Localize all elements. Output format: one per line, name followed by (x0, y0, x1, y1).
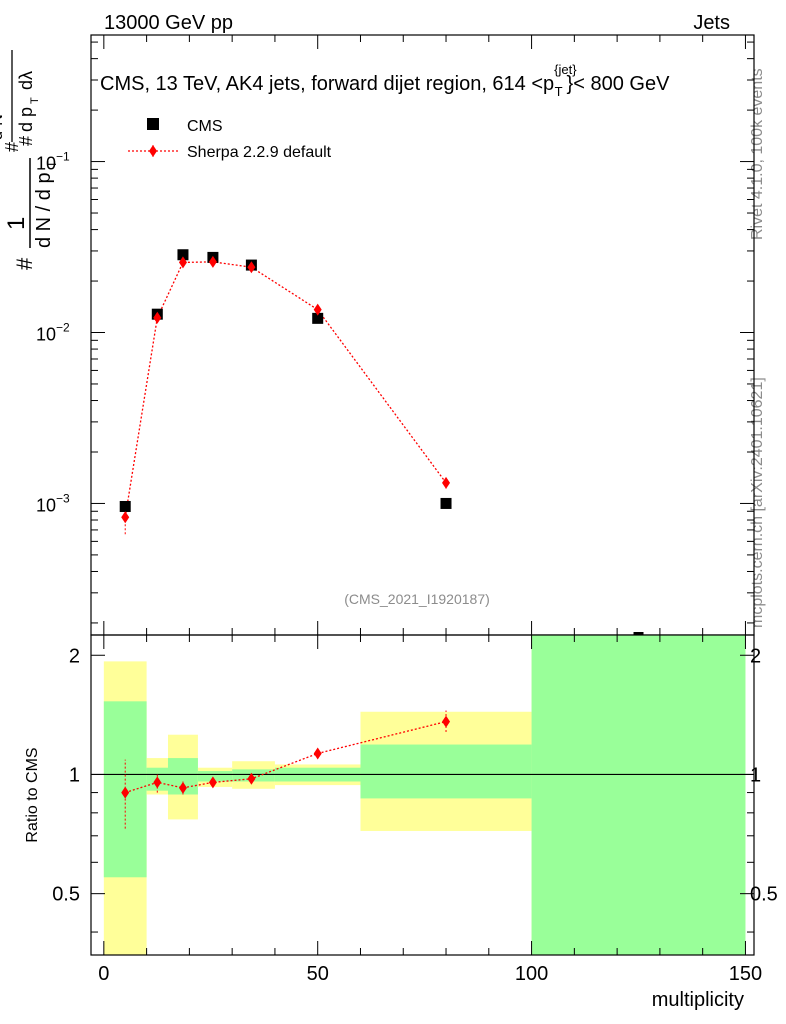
sherpa-point (313, 303, 322, 316)
ratio-y-tick-label: 1 (69, 764, 80, 786)
tick-exp: −2 (56, 321, 70, 335)
ylabel-t-sub2: T (29, 97, 41, 104)
ratio-point (121, 786, 130, 799)
sherpa-point (178, 256, 187, 269)
ratio-band-green (360, 744, 532, 799)
cms-point (119, 500, 131, 512)
main-y-tick-label: 10−3 (36, 491, 70, 515)
sherpa-error-bars (124, 260, 447, 535)
main-panel: 10−110−210−3 CMS, 13 TeV, AK4 jets, forw… (0, 34, 755, 636)
chart-title: CMS, 13 TeV, AK4 jets, forward dijet reg… (100, 62, 670, 99)
chart-title-end: }< 800 GeV (567, 73, 671, 95)
main-y-tick-label: 10−2 (36, 321, 70, 345)
cms-point (633, 632, 644, 635)
ratio-y-tick-label: 2 (69, 645, 80, 667)
ylabel-dn-dpt: d N / d p (33, 172, 55, 248)
tick-exp: −1 (56, 150, 70, 164)
chart-title-main: CMS, 13 TeV, AK4 jets, forward dijet reg… (100, 73, 554, 95)
x-tick-label: 0 (98, 963, 109, 985)
ratio-band-green (531, 635, 746, 955)
site-label: mcplots.cern.ch [arXiv:2401.10621] (749, 377, 766, 628)
ratio-frame (90, 634, 755, 956)
ratio-y-tick-label-right: 0.5 (750, 884, 778, 906)
sherpa-points (121, 255, 451, 524)
ratio-ticks (91, 635, 754, 955)
ylabel-hash3: # (16, 136, 36, 146)
ylabel-one: 1 (3, 217, 30, 230)
cms-point (312, 312, 324, 324)
ylabel-dlambda: dλ (16, 71, 36, 90)
legend-sherpa-marker (149, 145, 157, 157)
x-tick-labels: 0 50 100 150 (98, 963, 762, 985)
chart-title-sup: {jet} (554, 62, 577, 77)
legend-sherpa-label: Sherpa 2.2.9 default (187, 144, 332, 161)
ratio-point (178, 781, 187, 794)
chart-title-sub: T (555, 84, 563, 99)
ratio-y-tick-labels: 0.5 0.5 1 1 2 2 (52, 645, 778, 905)
ratio-y-tick-label-right: 2 (750, 645, 761, 667)
ylabel-dpt: d p (16, 107, 36, 132)
tick-base: 10 (36, 325, 56, 345)
header-right: Jets (693, 12, 730, 34)
x-tick-label: 100 (515, 963, 548, 985)
ylabel-hash1: # (12, 257, 37, 270)
sherpa-line (124, 261, 447, 518)
x-axis-label: multiplicity (652, 989, 744, 1011)
ylabel-hash2: # (2, 142, 22, 152)
ratio-y-tick-label-right: 1 (750, 764, 761, 786)
ratio-bands (103, 635, 746, 955)
cms-points (119, 249, 644, 635)
sherpa-point (442, 476, 451, 489)
rivet-label: Rivet 4.1.0, 100k events (749, 68, 766, 240)
ratio-y-axis-label: Ratio to CMS (24, 747, 41, 842)
ylabel-d2n: d²N (0, 114, 6, 140)
ratio-y-tick-label: 0.5 (52, 884, 80, 906)
ratio-point (208, 776, 217, 789)
header-left: 13000 GeV pp (104, 12, 233, 34)
ratio-band-green (232, 769, 275, 782)
ratio-sherpa-points (121, 715, 451, 799)
main-y-axis-label: # 1 d N / d p T # d²N # d p T dλ (0, 50, 59, 270)
main-y-tick-labels: 10−110−210−3 (36, 150, 70, 516)
sherpa-point (247, 261, 256, 274)
sherpa-point (208, 255, 217, 268)
ylabel-t-sub: T (45, 160, 59, 168)
tick-exp: −3 (56, 491, 70, 505)
tick-base: 10 (36, 495, 56, 515)
x-tick-label: 50 (307, 963, 329, 985)
ratio-point (153, 776, 162, 789)
sherpa-point (153, 311, 162, 324)
ratio-panel: 0.5 0.5 1 1 2 2 0 50 100 150 Ratio to CMS multip… (24, 634, 778, 1011)
legend-cms-marker (147, 118, 159, 130)
legend-cms-label: CMS (187, 118, 223, 135)
main-y-tick-label: 10−1 (36, 150, 70, 174)
watermark: (CMS_2021_I1920187) (344, 591, 490, 607)
ratio-band-green (197, 771, 233, 782)
cms-point (440, 497, 452, 509)
ratio-point (442, 715, 451, 728)
tick-base: 10 (36, 154, 56, 174)
main-ticks (91, 35, 754, 635)
sherpa-point (121, 511, 130, 524)
ratio-point (313, 747, 322, 760)
x-tick-label: 150 (729, 963, 762, 985)
cms-point (177, 249, 189, 261)
ratio-point (247, 772, 256, 785)
